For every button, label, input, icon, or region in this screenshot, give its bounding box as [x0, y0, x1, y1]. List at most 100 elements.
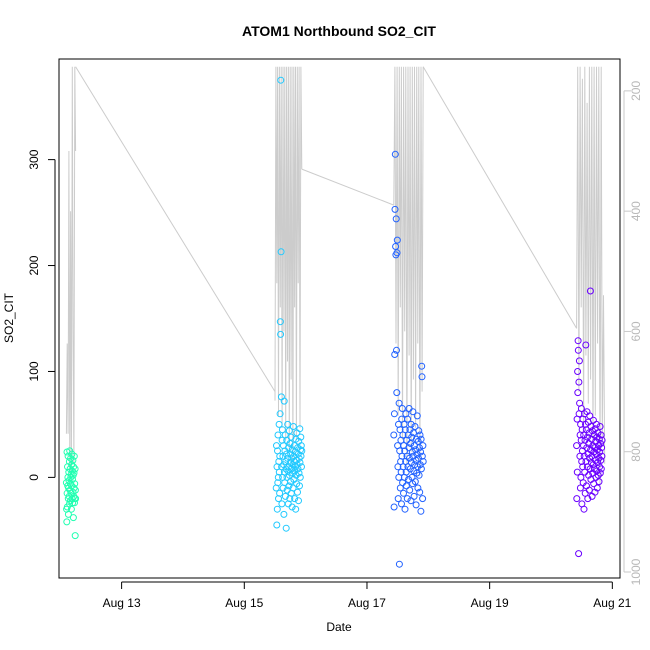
- data-point-s2-21: [396, 426, 404, 434]
- data-point-s1-54: [286, 440, 294, 447]
- data-point-s2-39: [401, 426, 409, 434]
- y-axis-label: SO2_CIT: [2, 292, 16, 343]
- y2-tick-label-3: 800: [629, 441, 643, 461]
- data-point-s3-60: [588, 452, 596, 460]
- data-point-s1-76: [292, 505, 300, 513]
- data-point-s1-100: [298, 447, 306, 455]
- y-tick-label-0: 0: [27, 474, 41, 481]
- data-point-s3-52: [586, 412, 594, 420]
- data-point-s2-72: [411, 423, 419, 430]
- data-point-s2-46: [403, 495, 411, 503]
- data-point-s2-76: [412, 501, 420, 509]
- data-point-s3-88: [595, 478, 603, 486]
- x-tick-label-2: Aug 17: [348, 596, 386, 610]
- data-points-layer: [62, 76, 606, 568]
- data-point-s3-95: [597, 456, 605, 464]
- secondary-line-segment-5: [422, 66, 578, 329]
- data-point-s1-22: [278, 500, 286, 508]
- data-point-s1-89: [295, 469, 303, 477]
- data-point-s2-87: [415, 444, 423, 452]
- data-point-s1-98: [297, 442, 305, 450]
- data-point-s2-56: [406, 465, 414, 473]
- data-point-s3-8: [575, 550, 583, 558]
- data-point-s1-30: [280, 510, 288, 518]
- data-point-s3-51: [586, 454, 594, 462]
- data-point-s3-5: [574, 389, 582, 397]
- data-point-s1-99: [298, 463, 305, 471]
- secondary-line-segment-0: [65, 66, 77, 482]
- y2-tick-label-1: 400: [629, 201, 643, 221]
- data-point-s1-72: [291, 495, 299, 503]
- data-point-s1-24: [278, 426, 286, 434]
- data-point-s2-84: [415, 454, 422, 462]
- data-point-s2-12: [393, 236, 401, 244]
- data-point-s1-8: [274, 473, 282, 481]
- data-point-s2-33: [400, 489, 407, 497]
- data-point-s1-16: [276, 318, 284, 326]
- x-tick-label-1: Aug 15: [225, 596, 263, 610]
- data-point-s3-47: [585, 471, 593, 479]
- data-point-s3-36: [582, 341, 590, 349]
- data-point-s2-18: [395, 399, 403, 407]
- data-point-s2-8: [392, 215, 400, 223]
- data-point-s3-1: [573, 495, 581, 503]
- data-point-s2-91: [417, 448, 425, 456]
- y-axis: 0 100 200 300: [27, 149, 56, 481]
- data-point-s3-94: [597, 440, 605, 447]
- data-point-s1-51: [285, 427, 293, 435]
- data-point-s2-89: [416, 431, 424, 439]
- data-point-s2-6: [392, 243, 400, 250]
- data-point-s3-4: [574, 368, 582, 375]
- data-point-s3-9: [575, 378, 583, 386]
- y2-tick-label-0: 200: [629, 81, 643, 101]
- data-point-s2-11: [393, 249, 401, 257]
- data-point-s2-99: [419, 442, 427, 450]
- data-point-s3-43: [584, 433, 591, 441]
- y-tick-label-3: 300: [27, 149, 41, 169]
- x-tick-label-3: Aug 19: [471, 596, 509, 610]
- data-point-s0-38: [69, 514, 77, 522]
- data-point-s3-54: [586, 287, 594, 295]
- data-point-s0-41: [70, 469, 78, 477]
- data-point-s1-19: [277, 248, 285, 256]
- data-point-s2-5: [391, 150, 399, 158]
- data-point-s2-50: [405, 476, 412, 483]
- data-point-s2-29: [398, 405, 406, 412]
- data-point-s1-21: [278, 463, 286, 471]
- data-point-s0-49: [71, 486, 79, 494]
- data-point-s2-85: [415, 427, 423, 435]
- data-point-s1-94: [296, 473, 304, 481]
- data-point-s2-47: [404, 415, 412, 423]
- data-point-s3-7: [574, 346, 582, 354]
- data-point-s3-96: [597, 431, 605, 439]
- data-point-s1-96: [297, 433, 305, 441]
- data-point-s2-86: [415, 471, 423, 479]
- data-point-s0-50: [72, 495, 80, 503]
- data-point-s2-4: [391, 205, 399, 213]
- data-point-s2-77: [412, 435, 420, 443]
- secondary-line-segment-2: [274, 66, 303, 464]
- data-point-s1-20: [277, 393, 285, 401]
- data-point-s1-83: [294, 488, 301, 496]
- data-point-s1-48: [285, 444, 292, 452]
- data-point-s1-14: [276, 452, 284, 460]
- data-point-s1-2: [273, 521, 281, 529]
- data-point-s3-6: [574, 337, 582, 345]
- data-point-s2-35: [400, 420, 408, 428]
- data-point-s3-100: [598, 436, 606, 444]
- data-point-s3-3: [573, 468, 581, 476]
- chart-title: ATOM1 Northbound SO2_CIT: [242, 23, 436, 39]
- data-point-s1-15: [276, 410, 284, 418]
- x-axis: Aug 13 Aug 15 Aug 17 Aug 19 Aug 21: [103, 581, 632, 610]
- data-point-s3-92: [596, 423, 604, 430]
- y-tick-label-1: 100: [27, 361, 41, 381]
- data-point-s1-97: [297, 452, 305, 460]
- data-point-s3-72: [591, 488, 599, 496]
- data-point-s3-0: [573, 442, 581, 450]
- data-point-s0-20: [66, 465, 74, 473]
- x-axis-label: Date: [326, 620, 352, 634]
- data-point-s0-47: [71, 465, 79, 473]
- secondary-y-axis: 200 400 600 800 1000: [623, 81, 643, 585]
- data-point-s3-81: [593, 484, 601, 492]
